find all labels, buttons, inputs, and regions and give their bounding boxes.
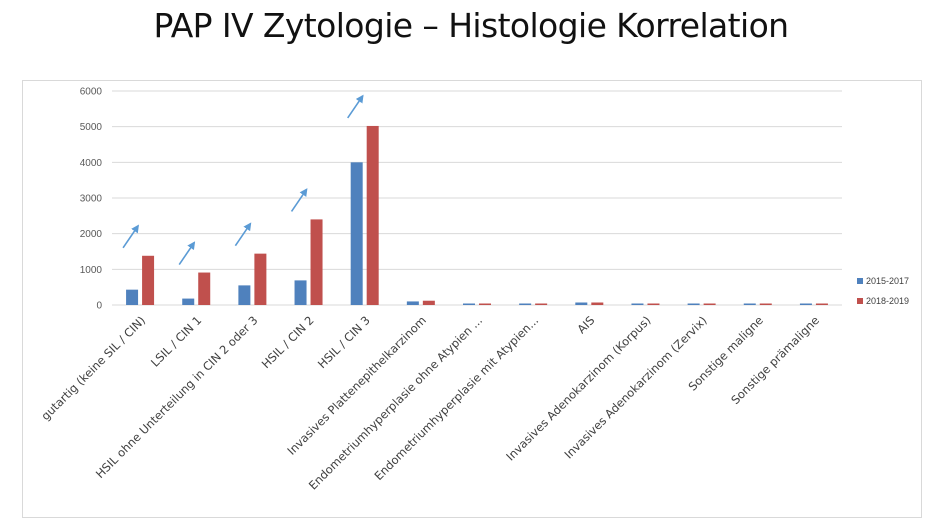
bar-2018-2019 bbox=[422, 300, 435, 305]
legend-swatch bbox=[857, 298, 863, 304]
up-right-arrow-icon bbox=[178, 241, 196, 265]
up-right-arrow-icon bbox=[290, 188, 308, 212]
bar-2015-2017 bbox=[687, 303, 700, 305]
up-right-arrow-icon bbox=[122, 224, 139, 249]
bar-2018-2019 bbox=[198, 272, 211, 305]
x-category-label: HSIL / CIN 2 bbox=[259, 313, 317, 371]
y-tick-label: 2000 bbox=[80, 229, 103, 240]
chart-frame bbox=[22, 80, 922, 518]
bar-2015-2017 bbox=[406, 301, 419, 305]
y-tick-label: 5000 bbox=[80, 122, 103, 133]
bar-2015-2017 bbox=[350, 162, 363, 305]
bar-2018-2019 bbox=[366, 125, 379, 305]
page-title: PAP IV Zytologie – Histologie Korrelatio… bbox=[153, 6, 790, 45]
legend-label: 2018-2019 bbox=[866, 296, 909, 306]
bar-2015-2017 bbox=[631, 303, 644, 305]
y-tick-label: 4000 bbox=[80, 158, 103, 169]
bar-2015-2017 bbox=[575, 302, 588, 305]
bar-2015-2017 bbox=[519, 303, 532, 305]
y-tick-label: 0 bbox=[96, 301, 102, 312]
bar-2015-2017 bbox=[182, 298, 195, 305]
x-category-label: gutartig (keine SIL / CIN) bbox=[38, 313, 148, 423]
bar-2018-2019 bbox=[815, 303, 828, 305]
legend-label: 2015-2017 bbox=[866, 276, 909, 286]
bar-2018-2019 bbox=[535, 303, 548, 305]
up-right-arrow-icon bbox=[347, 94, 364, 119]
bar-2015-2017 bbox=[743, 303, 756, 305]
bar-2018-2019 bbox=[142, 255, 155, 305]
y-tick-label: 1000 bbox=[80, 265, 103, 276]
legend-swatch bbox=[857, 278, 863, 284]
bar-2015-2017 bbox=[238, 285, 251, 305]
bar-2015-2017 bbox=[294, 280, 307, 305]
bar-2015-2017 bbox=[463, 303, 475, 305]
bar-2018-2019 bbox=[479, 303, 491, 305]
x-category-label: AIS bbox=[574, 313, 597, 336]
bar-2018-2019 bbox=[591, 302, 604, 305]
bar-2015-2017 bbox=[126, 289, 139, 305]
y-tick-label: 6000 bbox=[80, 87, 103, 98]
bar-2018-2019 bbox=[703, 303, 716, 305]
bar-2018-2019 bbox=[647, 303, 660, 305]
bar-2018-2019 bbox=[254, 253, 267, 305]
bar-2018-2019 bbox=[310, 219, 323, 305]
up-right-arrow-icon bbox=[234, 222, 252, 247]
bar-2015-2017 bbox=[799, 303, 812, 305]
x-category-label: LSIL / CIN 1 bbox=[148, 313, 204, 369]
x-category-label: HSIL / CIN 3 bbox=[315, 313, 373, 371]
bar-2018-2019 bbox=[759, 303, 772, 305]
y-tick-label: 3000 bbox=[80, 194, 103, 205]
